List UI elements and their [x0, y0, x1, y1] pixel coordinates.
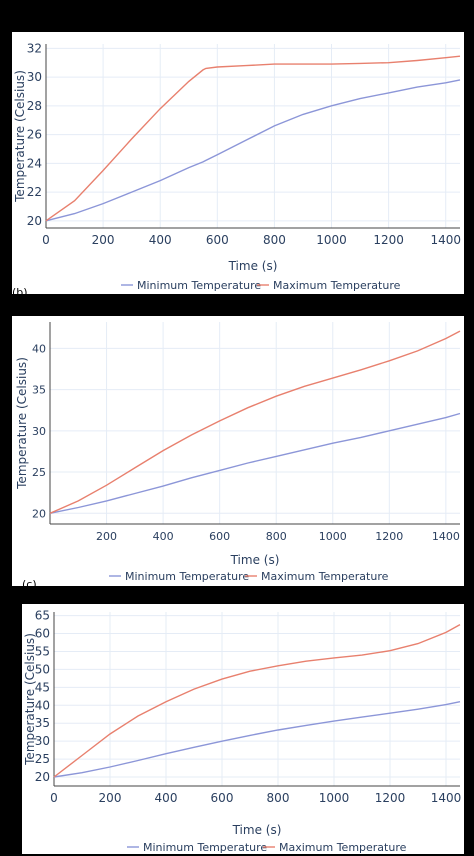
legend: Minimum Temperature Maximum Temperature	[109, 570, 389, 583]
series-line-minimum	[45, 79, 461, 222]
y-tick-label: 30	[35, 734, 50, 748]
x-tick-label: 1400	[430, 233, 461, 247]
series-line-minimum	[53, 701, 461, 778]
y-axis-title: Temperature (Celsius)	[13, 70, 27, 203]
x-tick-label: 1000	[319, 791, 350, 805]
y-tick-label: 26	[27, 128, 42, 142]
x-tick-label: 600	[209, 530, 230, 543]
y-tick-label: 25	[32, 466, 46, 479]
y-tick-label: 24	[27, 156, 42, 170]
y-tick-label: 30	[27, 70, 42, 84]
x-tick-label: 400	[153, 530, 174, 543]
y-tick-label: 30	[32, 425, 46, 438]
x-tick-label: 1000	[319, 530, 347, 543]
x-tick-label: 400	[149, 233, 172, 247]
x-tick-label: 1200	[375, 530, 403, 543]
y-tick-label: 40	[32, 342, 46, 355]
y-tick-label: 65	[35, 609, 50, 623]
x-tick-label: 800	[266, 530, 287, 543]
y-tick-label: 32	[27, 41, 42, 55]
series-line-maximum	[49, 330, 461, 514]
x-tick-label: 400	[155, 791, 178, 805]
legend: Minimum Temperature Maximum Temperature	[121, 279, 401, 292]
chart-svg-a: 20 22 24 26 28 30 32 0 200 400 600 800 1000 1200 1400 T…	[13, 41, 461, 292]
legend-label: Minimum Temperature	[125, 570, 249, 583]
x-tick-label: 800	[267, 791, 290, 805]
y-tick-label: 45	[35, 680, 50, 694]
y-tick-label: 55	[35, 644, 50, 658]
x-tick-label: 1400	[431, 791, 462, 805]
x-tick-label: 800	[263, 233, 286, 247]
series-line-maximum	[45, 55, 461, 222]
y-axis-title: Temperature (Celsius)	[15, 357, 29, 490]
chart-svg-c: 20 25 30 35 40 45 50 55 60 65 0 200 400 600 800 1000 120…	[23, 609, 462, 854]
series-line-maximum	[53, 623, 461, 778]
x-tick-label: 200	[96, 530, 117, 543]
y-tick-label: 22	[27, 185, 42, 199]
y-tick-label: 20	[32, 507, 46, 520]
legend-label: Maximum Temperature	[261, 570, 389, 583]
y-tick-label: 35	[32, 384, 46, 397]
x-axis-title: Time (s)	[228, 259, 278, 273]
legend-label: Minimum Temperature	[137, 279, 261, 292]
y-tick-label: 60	[35, 627, 50, 641]
x-tick-label: 0	[42, 233, 50, 247]
x-tick-label: 1200	[375, 791, 406, 805]
x-tick-label: 200	[99, 791, 122, 805]
y-tick-label: 20	[27, 214, 42, 228]
x-tick-label: 600	[211, 791, 234, 805]
panel-label-c: (c)	[22, 578, 37, 591]
chart-panel-b: 20 25 30 35 40 200 400 600 800 1000 1200 1400 Time (…	[12, 316, 464, 586]
x-tick-label: 600	[206, 233, 229, 247]
panel-label-b: (b)	[12, 286, 28, 299]
legend-label: Maximum Temperature	[273, 279, 401, 292]
legend: Minimum Temperature Maximum Temperature	[127, 841, 407, 854]
y-tick-label: 35	[35, 716, 50, 730]
chart-panel-c: 20 25 30 35 40 45 50 55 60 65 0 200 400 600 800 1000 120…	[22, 604, 464, 854]
chart-svg-b: 20 25 30 35 40 200 400 600 800 1000 1200 1400 Time (…	[15, 322, 461, 583]
y-tick-label: 25	[35, 752, 50, 766]
y-tick-label: 28	[27, 99, 42, 113]
y-axis-title: Temperature (Celsius)	[23, 633, 37, 766]
y-tick-label: 50	[35, 662, 50, 676]
chart-panel-a: 20 22 24 26 28 30 32 0 200 400 600 800 1000 1200 1400 T…	[12, 32, 464, 294]
y-tick-label: 40	[35, 698, 50, 712]
x-tick-label: 1000	[316, 233, 347, 247]
x-axis-title: Time (s)	[232, 823, 282, 837]
x-tick-label: 1200	[373, 233, 404, 247]
series-line-minimum	[49, 412, 461, 514]
x-tick-label: 0	[50, 791, 58, 805]
x-tick-label: 200	[92, 233, 115, 247]
y-tick-label: 20	[35, 770, 50, 784]
legend-label: Minimum Temperature	[143, 841, 267, 854]
x-tick-label: 1400	[432, 530, 460, 543]
x-axis-title: Time (s)	[230, 553, 280, 567]
legend-label: Maximum Temperature	[279, 841, 407, 854]
